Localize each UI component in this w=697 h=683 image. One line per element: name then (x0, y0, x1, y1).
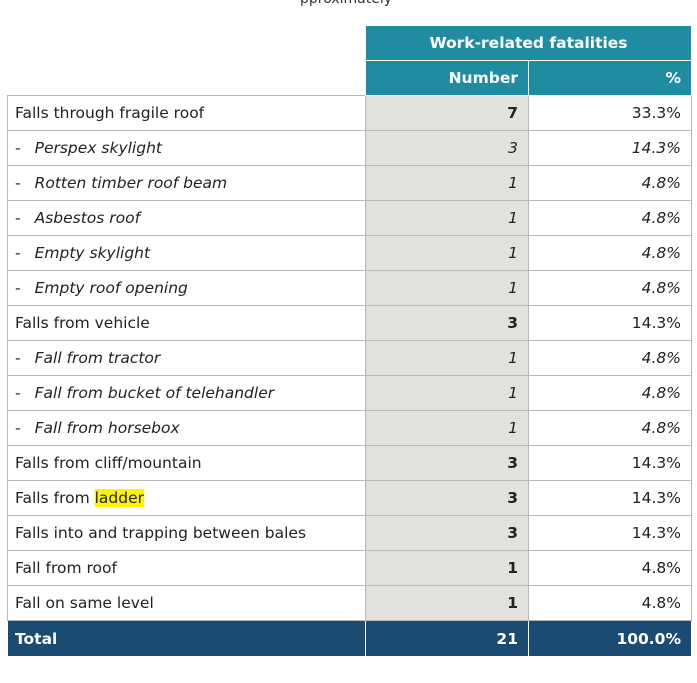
header-number-label: Number (365, 60, 529, 96)
sub-item-dash: - (15, 419, 21, 437)
row-number: 1 (365, 375, 529, 411)
row-percent: 4.8% (528, 410, 692, 446)
row-label: - Fall from tractor (7, 340, 366, 376)
row-label: Falls from vehicle (7, 305, 366, 341)
table-row: - Asbestos roof 1 4.8% (7, 200, 692, 236)
row-number: 1 (365, 585, 529, 621)
row-percent: 14.3% (528, 515, 692, 551)
row-percent: 4.8% (528, 165, 692, 201)
table-row: Falls from ladder 3 14.3% (7, 480, 692, 516)
clipped-top-text: pproximately (300, 0, 392, 7)
row-percent: 14.3% (528, 480, 692, 516)
row-label-text: Empty roof opening (34, 279, 188, 297)
row-number: 1 (365, 165, 529, 201)
row-label-text: Fall from tractor (34, 349, 161, 367)
row-label-prefix: Falls from (15, 489, 95, 507)
row-percent: 4.8% (528, 270, 692, 306)
table-row: - Rotten timber roof beam 1 4.8% (7, 165, 692, 201)
total-row: Total 21 100.0% (7, 620, 692, 657)
row-label: - Asbestos roof (7, 200, 366, 236)
row-percent: 14.3% (528, 130, 692, 166)
row-number: 7 (365, 95, 529, 131)
row-label: - Perspex skylight (7, 130, 366, 166)
row-label-text: Asbestos roof (34, 209, 141, 227)
row-label: Falls into and trapping between bales (7, 515, 366, 551)
row-label-text: Perspex skylight (34, 139, 162, 157)
row-percent: 4.8% (528, 235, 692, 271)
table-row: Falls through fragile roof 7 33.3% (7, 95, 692, 131)
row-label: - Empty skylight (7, 235, 366, 271)
total-label: Total (7, 620, 366, 657)
row-number: 1 (365, 235, 529, 271)
row-label: Fall from roof (7, 550, 366, 586)
table-row: Falls from vehicle 3 14.3% (7, 305, 692, 341)
table-row: - Fall from bucket of telehandler 1 4.8% (7, 375, 692, 411)
row-number: 3 (365, 515, 529, 551)
row-label-text: Fall from horsebox (34, 419, 180, 437)
row-number: 1 (365, 270, 529, 306)
table-row: - Empty roof opening 1 4.8% (7, 270, 692, 306)
row-percent: 14.3% (528, 305, 692, 341)
sub-item-dash: - (15, 349, 21, 367)
fatalities-table: Work-related fatalities Number % Falls t… (7, 25, 692, 657)
row-label: - Fall from bucket of telehandler (7, 375, 366, 411)
header-group-label: Work-related fatalities (365, 25, 692, 61)
row-label-text: Fall from bucket of telehandler (34, 384, 275, 402)
sub-item-dash: - (15, 244, 21, 262)
sub-item-dash: - (15, 279, 21, 297)
row-label: - Rotten timber roof beam (7, 165, 366, 201)
row-percent: 33.3% (528, 95, 692, 131)
row-percent: 4.8% (528, 200, 692, 236)
row-number: 1 (365, 410, 529, 446)
row-label-text: Rotten timber roof beam (34, 174, 228, 192)
sub-item-dash: - (15, 174, 21, 192)
row-number: 3 (365, 480, 529, 516)
table-row: Fall on same level 1 4.8% (7, 585, 692, 621)
table-row: Fall from roof 1 4.8% (7, 550, 692, 586)
row-label: - Fall from horsebox (7, 410, 366, 446)
table-row: - Perspex skylight 3 14.3% (7, 130, 692, 166)
total-number: 21 (365, 620, 529, 657)
row-percent: 4.8% (528, 585, 692, 621)
row-label-text: Empty skylight (34, 244, 151, 262)
row-label: Falls through fragile roof (7, 95, 366, 131)
header-percent-label: % (528, 60, 692, 96)
row-number: 1 (365, 200, 529, 236)
row-percent: 4.8% (528, 375, 692, 411)
header-blank-cell (7, 25, 366, 61)
row-label: Falls from cliff/mountain (7, 445, 366, 481)
table-row: Falls into and trapping between bales 3 … (7, 515, 692, 551)
sub-item-dash: - (15, 139, 21, 157)
row-number: 3 (365, 445, 529, 481)
table-row: Falls from cliff/mountain 3 14.3% (7, 445, 692, 481)
row-number: 1 (365, 550, 529, 586)
total-percent: 100.0% (528, 620, 692, 657)
highlighted-search-term: ladder (94, 489, 145, 507)
row-label: - Empty roof opening (7, 270, 366, 306)
sub-item-dash: - (15, 384, 21, 402)
header-blank-cell (7, 60, 366, 96)
table-row: - Fall from horsebox 1 4.8% (7, 410, 692, 446)
row-percent: 4.8% (528, 340, 692, 376)
row-number: 3 (365, 305, 529, 341)
row-label: Fall on same level (7, 585, 366, 621)
row-percent: 4.8% (528, 550, 692, 586)
row-percent: 14.3% (528, 445, 692, 481)
sub-item-dash: - (15, 209, 21, 227)
row-number: 1 (365, 340, 529, 376)
row-label: Falls from ladder (7, 480, 366, 516)
row-number: 3 (365, 130, 529, 166)
table-row: - Fall from tractor 1 4.8% (7, 340, 692, 376)
table-row: - Empty skylight 1 4.8% (7, 235, 692, 271)
